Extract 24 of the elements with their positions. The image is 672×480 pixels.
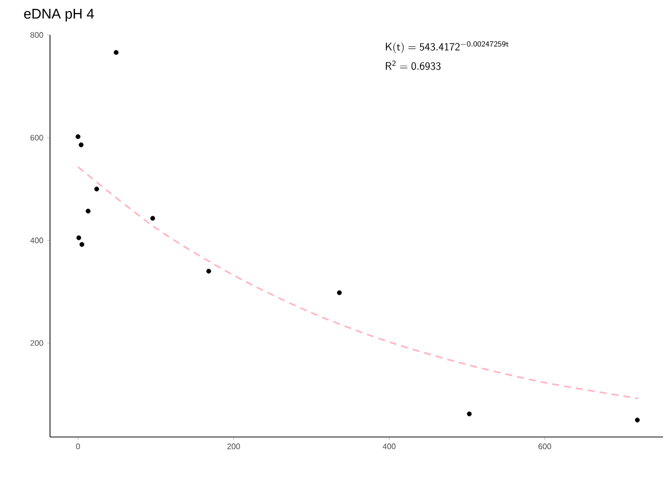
point xyxy=(86,208,91,214)
point xyxy=(466,411,472,416)
point xyxy=(76,134,80,140)
y-tick-label: 600 xyxy=(30,134,44,141)
x-tick-label: 600 xyxy=(538,444,552,450)
point xyxy=(76,235,82,240)
point xyxy=(206,268,212,274)
x-tick-label: 400 xyxy=(382,444,396,450)
point xyxy=(336,290,342,296)
line-series xyxy=(77,166,639,400)
y-tick-label: 800 xyxy=(30,32,44,38)
y-tick-label: 200 xyxy=(30,340,44,346)
point xyxy=(150,216,156,221)
point xyxy=(94,186,100,192)
point xyxy=(80,242,84,247)
point xyxy=(78,142,84,148)
chart-title: eDNA pH 4 xyxy=(24,8,94,22)
x-tick-label: 200 xyxy=(227,444,240,450)
point xyxy=(114,50,119,55)
x-tick-label: 0 xyxy=(76,444,80,450)
annotation: $\mathsf{R^{2} = 0.6933}$ xyxy=(386,60,441,70)
y-tick-label: 400 xyxy=(30,238,44,244)
annotation: $\mathsf{K(t) = 543.4172^{-0.00247259t}}$ xyxy=(386,41,509,54)
point xyxy=(634,418,640,422)
